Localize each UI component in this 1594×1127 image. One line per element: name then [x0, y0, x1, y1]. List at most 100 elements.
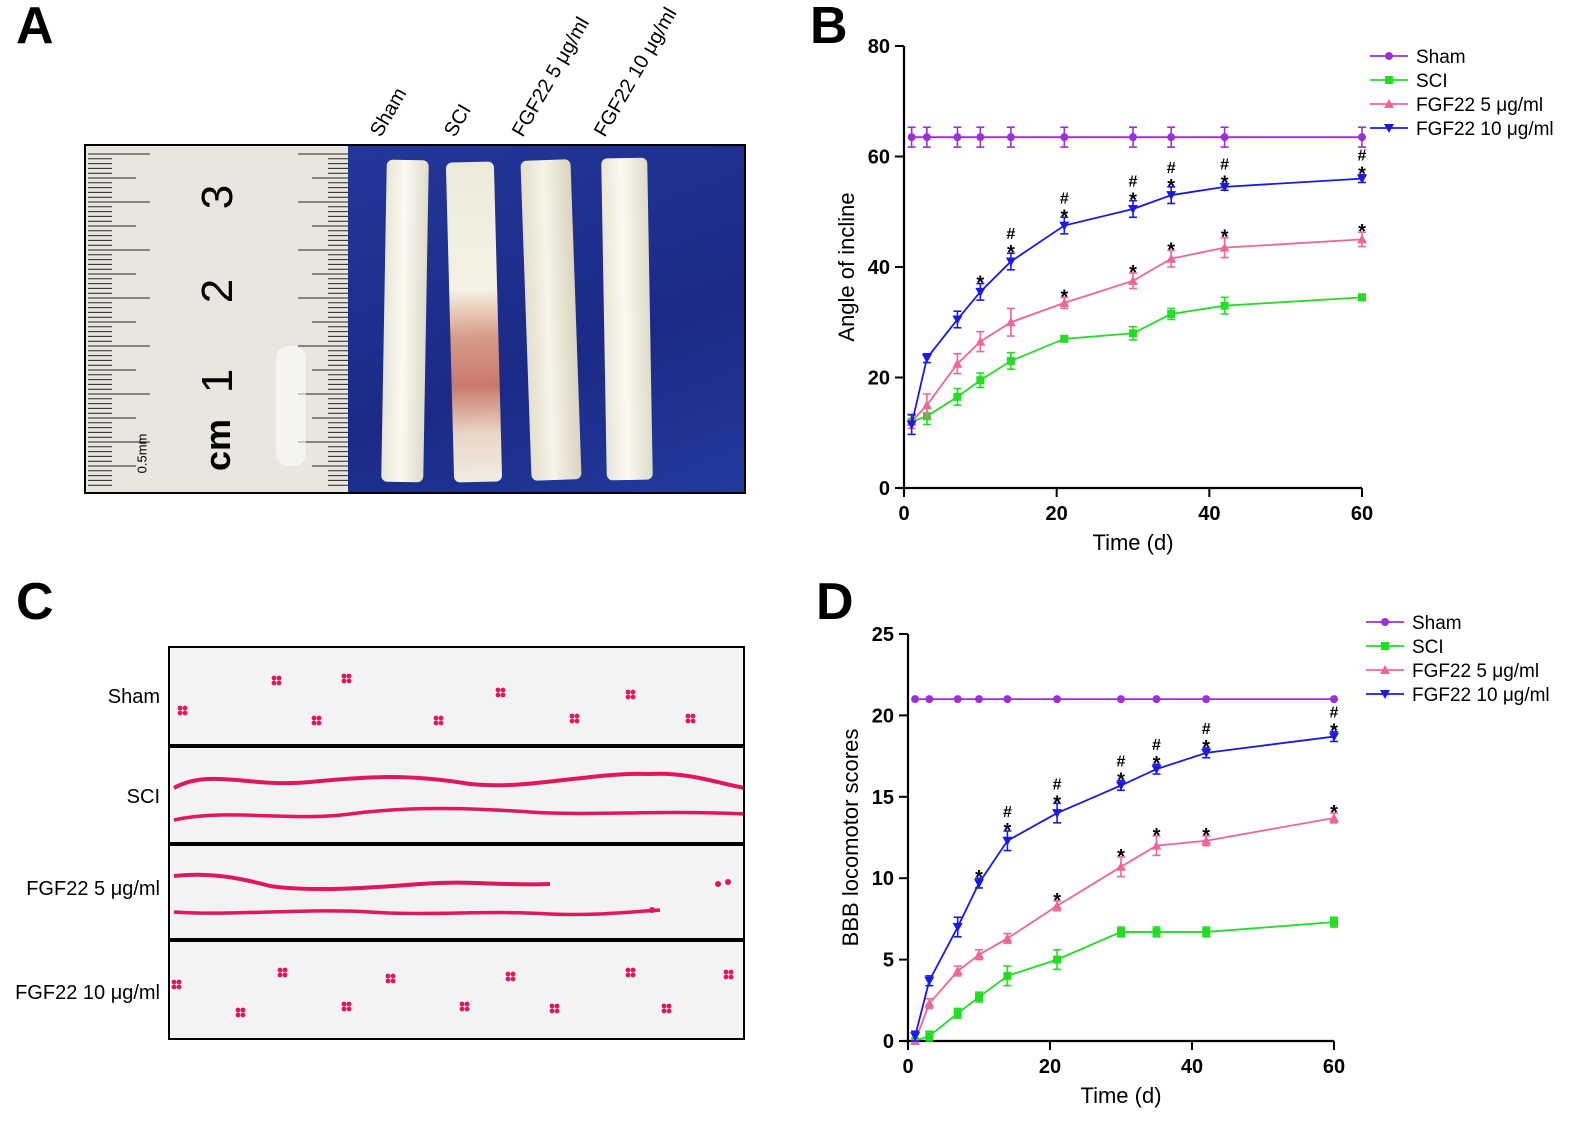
- significance-star: *: [1053, 890, 1061, 912]
- data-point: [1117, 695, 1125, 704]
- paw-print: [341, 1006, 347, 1012]
- data-point: [1116, 861, 1126, 871]
- data-point: [1357, 174, 1367, 184]
- paw-print: [464, 1001, 470, 1007]
- paw-print: [464, 1006, 470, 1012]
- photo-label-sham: Sham: [366, 84, 412, 141]
- significance-star: *: [1202, 825, 1210, 847]
- paw-print: [549, 1008, 555, 1014]
- significance-star: *: [1221, 227, 1229, 249]
- data-point: [952, 965, 963, 975]
- series-line-3: [910, 177, 1363, 425]
- significance-hash: #: [1129, 174, 1138, 191]
- paw-print: [495, 687, 501, 693]
- data-point: [911, 695, 920, 704]
- data-point: [922, 133, 931, 142]
- significance-star: *: [1007, 242, 1015, 264]
- x-tick-label: 40: [1198, 503, 1220, 525]
- paw-print: [346, 1001, 352, 1007]
- legend-label: FGF22 5 μg/ml: [1416, 95, 1543, 116]
- data-point: [1330, 918, 1338, 927]
- data-point: [906, 420, 917, 430]
- paw-print: [390, 973, 396, 979]
- paw-print: [385, 978, 391, 984]
- data-point: [1152, 695, 1161, 704]
- paw-print: [500, 692, 506, 698]
- significance-star: *: [1117, 846, 1125, 868]
- paw-print: [574, 718, 580, 724]
- paw-print: [311, 715, 317, 721]
- data-point: [1006, 133, 1015, 142]
- data-point: [1329, 812, 1339, 822]
- photo-label-sci: SCI: [440, 100, 476, 141]
- ruler-glare: [276, 346, 306, 466]
- paw-print: [630, 694, 636, 700]
- y-tick-label: 0: [883, 1031, 894, 1053]
- data-point: [953, 695, 962, 704]
- ruler: 3 2 1 cm 0.5mm: [86, 146, 348, 492]
- data-point: [975, 993, 983, 1002]
- paw-print: [625, 967, 631, 973]
- significance-hash: #: [1053, 776, 1062, 793]
- panel-letter-c: C: [16, 573, 54, 631]
- ruler-unit-cm: cm: [197, 418, 239, 472]
- paw-print: [661, 1008, 667, 1014]
- data-point: [921, 354, 932, 364]
- data-point: [974, 879, 984, 889]
- legend-marker: [1384, 124, 1394, 133]
- footprint-fgf10-marks: [171, 967, 734, 1018]
- footprint-sci: [168, 746, 745, 844]
- data-point: [1202, 927, 1211, 936]
- footprint-label-fgf5: FGF22 5 μg/ml: [26, 878, 160, 900]
- footprint-label-sham: Sham: [107, 686, 160, 708]
- x-tick-label: 20: [1046, 503, 1068, 525]
- paw-print: [346, 673, 352, 679]
- data-point: [1129, 133, 1137, 142]
- ruler-scale-label: 0.5mm: [134, 433, 150, 474]
- significance-hash: #: [1220, 157, 1229, 174]
- series-line-1: [911, 296, 1363, 423]
- footprint-sham-marks: [177, 673, 696, 726]
- drag-track-upper: [173, 872, 551, 892]
- data-point: [1003, 695, 1012, 704]
- paw-print: [649, 907, 655, 913]
- paw-print: [316, 715, 322, 721]
- y-tick-label: 40: [868, 257, 890, 279]
- paw-print: [438, 715, 444, 721]
- data-point: [1330, 695, 1338, 704]
- data-point: [952, 358, 963, 368]
- paw-print: [495, 692, 501, 698]
- data-point: [924, 976, 935, 986]
- paw-print: [182, 705, 188, 711]
- paw-print: [171, 979, 177, 985]
- paw-print: [630, 967, 636, 973]
- paw-print: [341, 678, 347, 684]
- paw-print: [569, 718, 575, 724]
- y-tick-label: 5: [883, 950, 894, 972]
- significance-hash: #: [1006, 226, 1015, 243]
- paw-print: [685, 713, 691, 719]
- significance-star: *: [1129, 262, 1137, 284]
- spinal-cord-photo: 3 2 1 cm 0.5mm: [84, 144, 746, 494]
- paw-print: [277, 972, 283, 978]
- y-tick-label: 60: [868, 147, 890, 169]
- data-point: [953, 392, 962, 401]
- data-point: [1151, 765, 1162, 775]
- ruler-number-2: 2: [193, 278, 243, 304]
- paw-print: [346, 678, 352, 684]
- data-point: [1005, 257, 1016, 267]
- footprint-label-sci: SCI: [126, 786, 160, 808]
- significance-star: *: [1129, 190, 1137, 212]
- data-point: [976, 376, 985, 385]
- data-point: [1129, 329, 1137, 338]
- data-point: [952, 315, 963, 325]
- paw-print: [725, 879, 731, 885]
- footprint-label-fgf10: FGF22 10 μg/ml: [15, 982, 160, 1004]
- series-line-3: [914, 735, 1335, 1037]
- y-tick-label: 10: [872, 868, 894, 890]
- data-point: [1002, 933, 1013, 943]
- significance-star: *: [975, 867, 983, 889]
- x-tick-label: 60: [1351, 503, 1373, 525]
- y-tick-label: 20: [868, 368, 890, 390]
- paw-print: [715, 881, 721, 887]
